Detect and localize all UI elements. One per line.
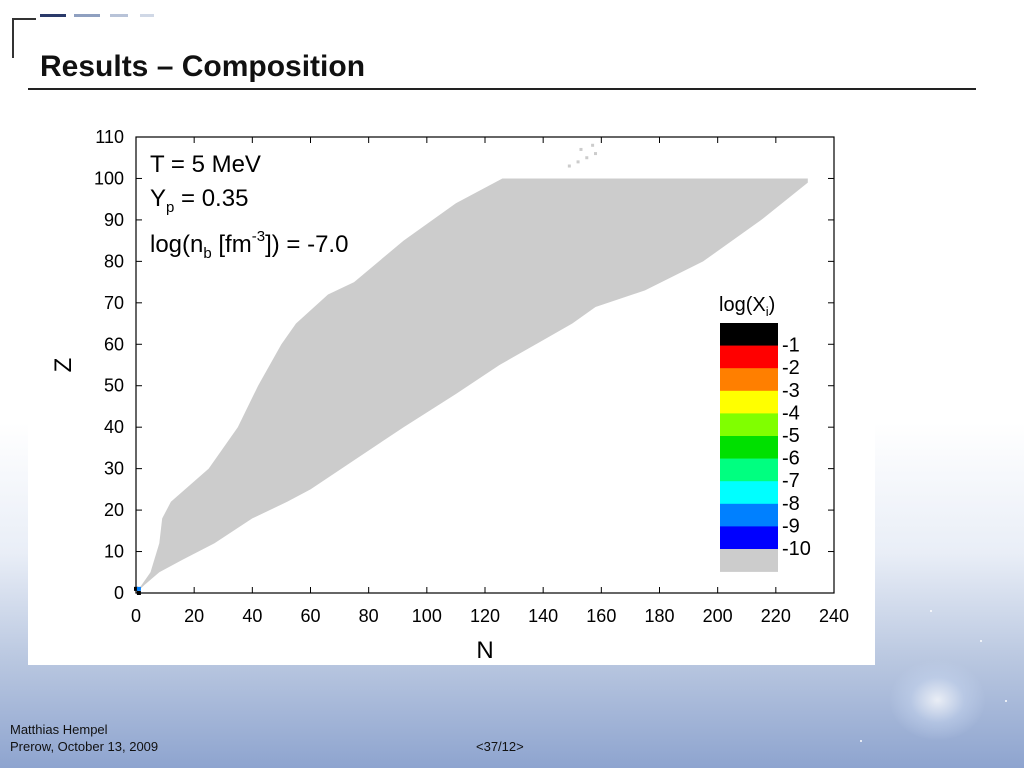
colorbar-legend: log(Xi) -1-2-3-4-5-6-7-8-9-10 xyxy=(719,294,811,572)
footer-event: Prerow, October 13, 2009 xyxy=(10,739,159,754)
x-tick-label: 20 xyxy=(184,606,204,626)
colorbar-level-label: -5 xyxy=(782,425,800,447)
y-tick-label: 90 xyxy=(104,210,124,230)
colorbar-swatch xyxy=(720,526,778,550)
star-decoration xyxy=(860,740,862,742)
y-tick-label: 0 xyxy=(114,583,124,603)
spur-point xyxy=(579,147,583,151)
y-axis-label: Z xyxy=(50,358,77,373)
title-bracket-decoration xyxy=(12,18,36,58)
spur-point xyxy=(576,160,580,164)
x-tick-label: 40 xyxy=(242,606,262,626)
baryon-density-annotation: log(nb [fm-3]) = -7.0 xyxy=(150,228,348,262)
x-axis-label: N xyxy=(476,637,493,664)
colorbar-swatch xyxy=(720,323,778,346)
y-tick-label: 30 xyxy=(104,459,124,479)
y-tick-label: 50 xyxy=(104,376,124,396)
colorbar-level-label: -1 xyxy=(782,335,800,357)
title-underline xyxy=(28,88,976,90)
colorbar-level-label: -8 xyxy=(782,493,800,515)
chart-axes: 0 20 40 60 80 100 120 140 160 180 200 220 240 0 10 20 30… xyxy=(50,127,849,664)
x-tick-label: 120 xyxy=(470,606,500,626)
y-tick-label: 40 xyxy=(104,417,124,437)
colorbar-swatch xyxy=(720,345,778,369)
spur-point xyxy=(567,164,571,168)
y-tick-label: 100 xyxy=(94,168,124,188)
y-tick-label: 110 xyxy=(95,127,124,147)
y-tick-label: 60 xyxy=(104,334,124,354)
y-tick-label: 80 xyxy=(104,251,124,271)
colorbar-swatch xyxy=(720,481,778,505)
nebula-decoration xyxy=(890,660,985,740)
spur-point xyxy=(591,143,595,147)
x-tick-label: 180 xyxy=(644,606,674,626)
temperature-annotation: T = 5 MeV xyxy=(150,151,261,178)
footer-page-number: <37/12> xyxy=(476,739,524,754)
x-tick-label: 140 xyxy=(528,606,558,626)
light-nucleus-point xyxy=(136,586,141,591)
colorbar-swatch xyxy=(720,368,778,392)
colorbar-level-label: -7 xyxy=(782,470,800,492)
x-tick-label: 0 xyxy=(131,606,141,626)
decorative-header-bar-1 xyxy=(40,14,66,17)
slide-title: Results – Composition xyxy=(40,50,366,83)
x-tick-label: 240 xyxy=(819,606,849,626)
colorbar-level-label: -9 xyxy=(782,515,800,537)
x-tick-label: 100 xyxy=(412,606,442,626)
y-tick-label: 70 xyxy=(104,293,124,313)
spur-point xyxy=(585,156,589,160)
colorbar-level-label: -6 xyxy=(782,448,800,470)
x-tick-label: 60 xyxy=(300,606,320,626)
star-decoration xyxy=(980,640,982,642)
footer-author: Matthias Hempel xyxy=(10,722,108,737)
chart-annotations: T = 5 MeV Yp = 0.35 log(nb [fm-3]) = -7.… xyxy=(150,151,348,262)
y-tick-label: 10 xyxy=(104,542,124,562)
decorative-header-bar-3 xyxy=(110,14,128,17)
colorbar-swatch xyxy=(720,458,778,482)
colorbar-level-label: -10 xyxy=(782,538,811,560)
colorbar-swatch xyxy=(720,549,778,572)
colorbar-swatch xyxy=(720,413,778,437)
colorbar-level-label: -2 xyxy=(782,357,800,379)
colorbar-swatch xyxy=(720,503,778,527)
y-tick-label: 20 xyxy=(104,500,124,520)
proton-fraction-annotation: Yp = 0.35 xyxy=(150,185,248,216)
x-tick-label: 220 xyxy=(761,606,791,626)
x-tick-label: 200 xyxy=(703,606,733,626)
composition-chart: T = 5 MeV Yp = 0.35 log(nb [fm-3]) = -7.… xyxy=(50,127,849,664)
colorbar-level-label: -3 xyxy=(782,380,800,402)
colorbar-swatch xyxy=(720,436,778,459)
star-decoration xyxy=(1005,700,1007,702)
decorative-header-bar-4 xyxy=(140,14,154,17)
colorbar-swatch xyxy=(720,390,778,414)
chart-panel: T = 5 MeV Yp = 0.35 log(nb [fm-3]) = -7.… xyxy=(28,100,875,665)
nuclei-region xyxy=(136,178,808,593)
colorbar-title: log(Xi) xyxy=(719,294,775,319)
x-tick-label: 80 xyxy=(359,606,379,626)
x-tick-label: 160 xyxy=(586,606,616,626)
star-decoration xyxy=(930,610,932,612)
decorative-header-bar-2 xyxy=(74,14,100,17)
spur-point xyxy=(594,152,598,156)
colorbar-level-label: -4 xyxy=(782,402,800,424)
